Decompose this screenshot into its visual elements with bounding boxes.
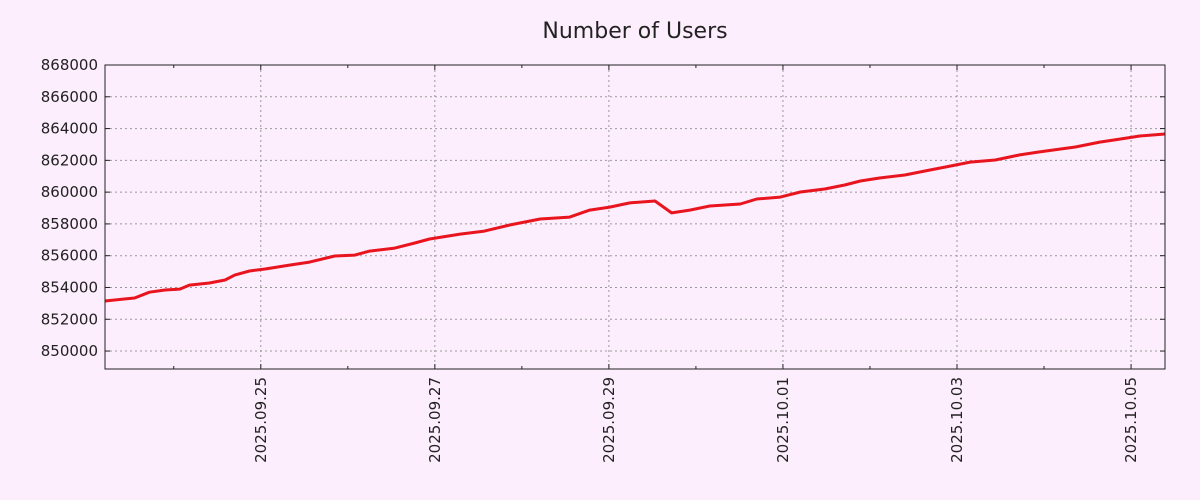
y-tick-label: 860000 bbox=[41, 183, 98, 201]
x-tick-label: 2025.09.29 bbox=[600, 377, 618, 463]
x-tick-label: 2025.10.05 bbox=[1122, 377, 1140, 463]
y-tick-label: 866000 bbox=[41, 88, 98, 106]
x-tick-label: 2025.10.01 bbox=[774, 377, 792, 463]
y-tick-label: 858000 bbox=[41, 215, 98, 233]
series-line bbox=[104, 132, 1166, 303]
y-tick-label: 864000 bbox=[41, 120, 98, 138]
chart-title: Number of Users bbox=[542, 19, 727, 44]
x-tick-label: 2025.09.27 bbox=[426, 377, 444, 463]
y-tick-label: 856000 bbox=[41, 247, 98, 265]
grid bbox=[105, 64, 1165, 369]
y-tick-label: 868000 bbox=[41, 56, 98, 74]
x-tick-label: 2025.09.25 bbox=[252, 377, 270, 463]
plot-frame bbox=[104, 64, 1166, 370]
x-tick-label: 2025.10.03 bbox=[948, 377, 966, 463]
y-tick-label: 852000 bbox=[41, 310, 98, 328]
axes: 850000 852000 854000 856000 858000 860000 8620… bbox=[41, 56, 1165, 463]
y-tick-label: 854000 bbox=[41, 278, 98, 296]
y-tick-label: 862000 bbox=[41, 151, 98, 169]
y-tick-label: 850000 bbox=[41, 342, 98, 360]
series-layer bbox=[104, 132, 1166, 303]
